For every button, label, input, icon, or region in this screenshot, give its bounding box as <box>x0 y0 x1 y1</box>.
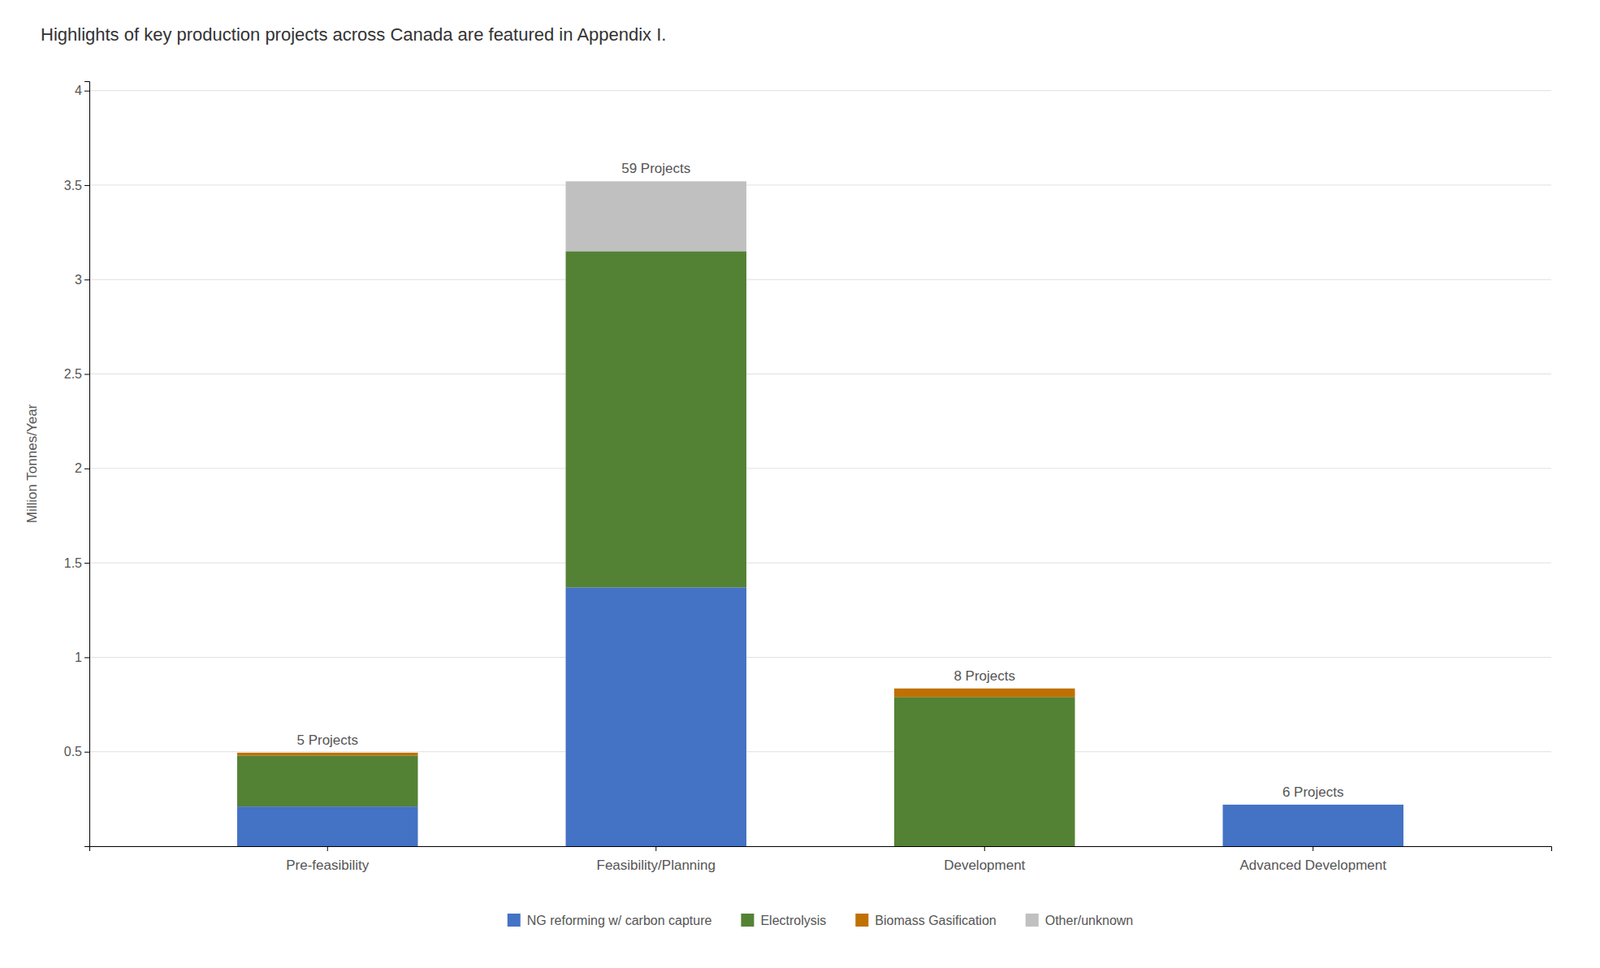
y-tick-mark <box>84 374 90 376</box>
bar-segment <box>237 752 418 753</box>
y-tick: 2.5 <box>64 367 90 381</box>
x-axis-line <box>90 847 1553 852</box>
x-tick-label: Development <box>943 857 1025 874</box>
y-tick-mark <box>84 468 90 470</box>
y-tick: 1 <box>74 650 90 665</box>
x-tick: Development <box>943 846 1025 874</box>
grid <box>89 90 1552 753</box>
y-tick-label: 0.5 <box>64 744 83 759</box>
legend-item: NG reforming w/ carbon capture <box>507 913 713 928</box>
y-tick-label: 1 <box>74 650 83 665</box>
annotation: 8 Projects <box>953 668 1016 684</box>
y-axis-line <box>84 82 91 848</box>
y-tick-label: 3 <box>74 272 83 287</box>
x-tick-label: Advanced Development <box>1239 857 1387 874</box>
y-tick-mark <box>84 562 90 564</box>
bar-segment <box>894 696 1075 847</box>
series <box>237 250 1075 847</box>
grid-line <box>89 657 1552 658</box>
legend-label: NG reforming w/ carbon capture <box>527 913 713 928</box>
bars <box>237 181 1404 847</box>
grid-line <box>89 90 1552 91</box>
y-tick: 0.5 <box>64 744 90 759</box>
legend-item: Biomass Gasification <box>855 913 996 928</box>
legend-item: Other/unknown <box>1025 913 1134 928</box>
grid-line <box>89 279 1552 281</box>
y-tick-mark <box>84 752 90 753</box>
title: Highlights of key production projects ac… <box>40 24 666 45</box>
bar-segment <box>566 250 747 588</box>
legend-swatch <box>740 913 754 927</box>
plot: 5 Projects 59 Projects 8 Projects 6 Project… <box>64 82 1553 874</box>
y-tick-mark <box>84 90 90 92</box>
legend-swatch <box>507 913 521 927</box>
y-tick: 1.5 <box>64 556 90 571</box>
series <box>237 688 1075 757</box>
y-axis: 0.5 1 1.5 2 2.5 3 3.5 4 <box>64 82 91 848</box>
grid-line <box>89 751 1552 753</box>
x-tick-label: Feasibility/Planning <box>596 857 716 874</box>
x-axis: Pre-feasibility Feasibility/Planning Devel… <box>90 846 1553 874</box>
y-tick: 3.5 <box>64 178 90 193</box>
annotation: 59 Projects <box>621 160 691 177</box>
legend-swatch <box>855 913 869 927</box>
y-tick: 3 <box>74 272 90 287</box>
bar-segment <box>894 688 1075 697</box>
y-tick-label: 3.5 <box>64 178 83 193</box>
y-tick-mark <box>84 185 90 186</box>
legend-label: Electrolysis <box>760 913 826 928</box>
grid-line <box>89 562 1552 564</box>
x-tick: Feasibility/Planning <box>596 846 716 874</box>
y-tick-label: 2 <box>74 461 83 476</box>
bar-segment <box>1223 804 1404 847</box>
bar-segment <box>1223 804 1404 805</box>
y-tick-label: 1.5 <box>64 556 83 571</box>
legend-item: Electrolysis <box>740 913 826 928</box>
y-tick-mark <box>84 279 90 281</box>
x-tick-mark <box>1312 846 1314 852</box>
legend-label: Biomass Gasification <box>874 913 996 928</box>
grid-line <box>89 184 1552 186</box>
bar-segment <box>237 806 418 847</box>
y-axis-title: Million Tonnes/Year <box>24 403 40 524</box>
legend: NG reforming w/ carbon capture Electrolys… <box>507 913 1133 928</box>
bar-segment <box>566 181 747 251</box>
series <box>566 181 747 251</box>
x-tick-label: Pre-feasibility <box>285 857 370 874</box>
x-tick-mark <box>655 846 657 852</box>
bar-segment <box>566 587 747 847</box>
bar-segment <box>894 687 1075 689</box>
y-tick: 4 <box>74 83 90 98</box>
y-tick: 2 <box>74 461 90 476</box>
annotations: 5 Projects 59 Projects 8 Projects 6 Project… <box>296 160 1344 800</box>
bar-segment <box>237 755 418 807</box>
bar-segment <box>1223 804 1404 805</box>
grid-line <box>89 467 1552 469</box>
legend-swatch <box>1025 913 1039 927</box>
y-tick-label: 2.5 <box>64 367 83 381</box>
grid-line <box>89 373 1552 375</box>
chart: Highlights of key production projects ac… <box>0 0 1600 968</box>
annotation: 5 Projects <box>296 732 359 749</box>
legend-label: Other/unknown <box>1045 913 1134 928</box>
bar-segment <box>237 752 418 756</box>
x-tick: Advanced Development <box>1239 846 1387 874</box>
x-tick-mark <box>984 846 986 852</box>
x-tick-mark <box>327 846 329 852</box>
bar-segment <box>1223 804 1404 805</box>
y-tick-label: 4 <box>74 83 83 98</box>
y-tick-mark <box>84 657 90 658</box>
series <box>237 587 1404 847</box>
x-tick: Pre-feasibility <box>285 846 370 874</box>
annotation: 6 Projects <box>1282 784 1345 800</box>
